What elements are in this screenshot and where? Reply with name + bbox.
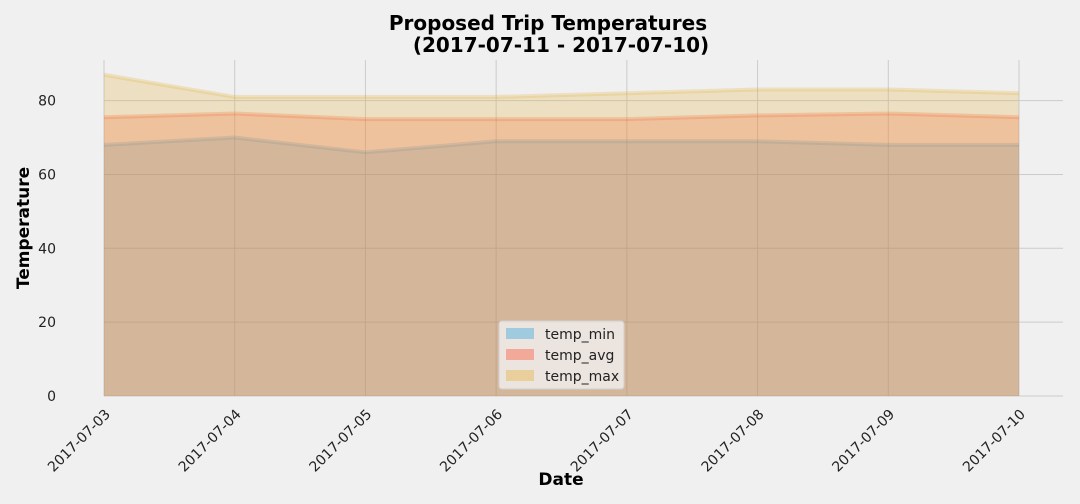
y-tick-label: 60 [38,167,56,183]
legend-label-temp_min: temp_min [545,327,615,343]
y-tick-label: 80 [38,94,56,110]
x-tick-label: 2017-07-04 [176,407,245,476]
x-tick-label: 2017-07-10 [960,407,1029,476]
line-temp_max [103,72,1020,99]
area-temp_avg [104,113,1019,397]
legend-label-temp_avg: temp_avg [545,348,614,364]
x-tick-label: 2017-07-09 [829,407,898,476]
y-axis-ticks: 0 20 40 60 80 [38,94,56,405]
x-tick-label: 2017-07-03 [45,407,114,476]
legend-swatch-temp_min [506,328,534,339]
area-series [103,72,1020,397]
area-temp_max [104,74,1019,397]
x-axis-label: Date [538,470,583,490]
legend-swatch-temp_max [506,370,534,381]
y-axis-label: Temperature [14,167,34,289]
chart-title: Proposed Trip Temperatures [389,11,707,35]
legend-swatch-temp_avg [506,349,534,360]
y-tick-label: 20 [38,315,56,331]
x-axis-ticks: 2017-07-03 2017-07-04 2017-07-05 2017-07-06… [45,407,1029,476]
line-temp_avg [103,111,1020,122]
legend-box [498,320,625,390]
y-tick-label: 0 [47,389,56,405]
x-tick-label: 2017-07-06 [437,407,506,476]
line-temp_min [103,135,1019,155]
area-temp_min [104,137,1019,397]
x-tick-label: 2017-07-07 [568,407,637,476]
y-tick-label: 40 [38,241,56,257]
legend: temp_min temp_avg temp_max [498,320,625,390]
legend-label-temp_max: temp_max [545,369,619,385]
x-tick-label: 2017-07-05 [306,407,375,476]
chart-subtitle: (2017-07-11 - 2017-07-10) [413,33,709,57]
x-tick-label: 2017-07-08 [699,407,768,476]
